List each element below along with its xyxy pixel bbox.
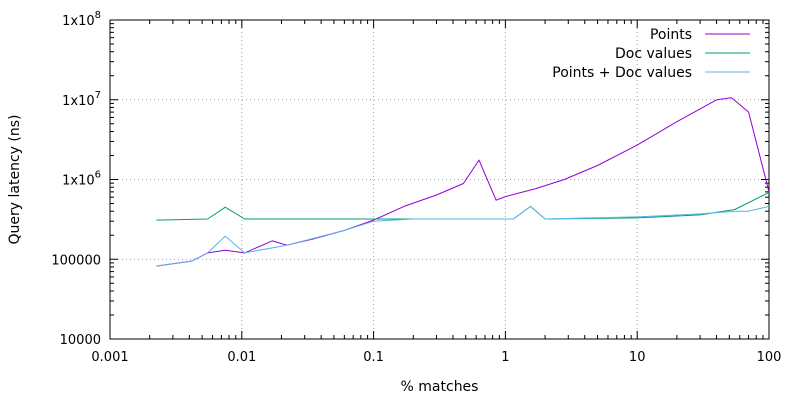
x-tick-label: 0.001 bbox=[91, 350, 128, 365]
x-tick-label: 100 bbox=[757, 350, 782, 365]
legend-label: Points + Doc values bbox=[552, 65, 692, 81]
y-tick-label: 100000 bbox=[51, 253, 101, 268]
tick-labels: 0.001 0.01 0.1 1 10 100 10000 100000 1x106 1x107 1… bbox=[51, 10, 781, 365]
legend-label: Points bbox=[650, 27, 692, 43]
y-tick-label: 1x106 bbox=[62, 170, 101, 189]
series-line-3 bbox=[156, 205, 770, 267]
series-line-2 bbox=[156, 191, 770, 221]
y-tick-label: 1x108 bbox=[62, 10, 101, 29]
y-tick-label: 1x107 bbox=[62, 90, 101, 109]
y-tick-label: 10000 bbox=[60, 333, 101, 348]
x-axis-title: % matches bbox=[401, 379, 479, 395]
x-tick-label: 0.1 bbox=[363, 350, 384, 365]
series-lines bbox=[156, 97, 770, 267]
y-axis-title: Query latency (ns) bbox=[7, 115, 23, 245]
x-tick-label: 10 bbox=[629, 350, 646, 365]
legend-label: Doc values bbox=[615, 46, 692, 62]
tick-marks bbox=[109, 19, 770, 340]
x-tick-label: 1 bbox=[501, 350, 509, 365]
legend: Points Doc values Points + Doc values bbox=[552, 27, 750, 81]
series-line-1 bbox=[156, 97, 770, 267]
x-tick-label: 0.01 bbox=[227, 350, 256, 365]
